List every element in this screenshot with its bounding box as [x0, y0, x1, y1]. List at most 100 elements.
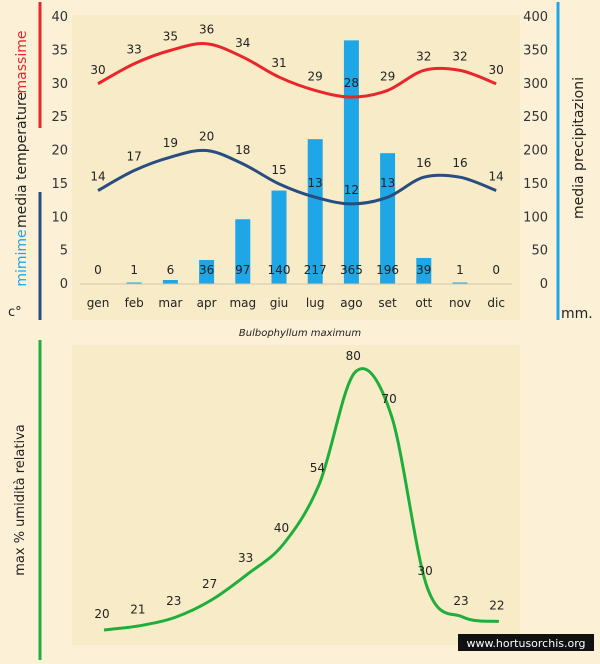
month-axis-labels: gen feb mar apr mag giu lug ago set ott nov dic	[87, 296, 505, 310]
right-tick-label: 300	[523, 77, 548, 92]
precipitation-bar	[343, 40, 359, 284]
left-tick-label: 0	[60, 277, 68, 292]
max-temp-label: 31	[271, 56, 286, 70]
precipitation-bar	[126, 282, 142, 284]
right-tick-label: 400	[523, 10, 548, 25]
bottom-plot-area	[72, 345, 520, 645]
humidity-label: 27	[202, 577, 217, 591]
humidity-label: 54	[310, 461, 325, 475]
right-tick-label: 350	[523, 43, 548, 58]
watermark-box	[458, 634, 594, 651]
humidity-line-path	[103, 367, 500, 632]
month-label: ott	[415, 296, 432, 310]
left-axis-unit: c°	[8, 305, 22, 320]
left-axis-label-max: massime	[14, 31, 30, 94]
right-tick-label: 250	[523, 110, 548, 125]
precipitation-label: 217	[304, 263, 327, 277]
month-label: mag	[229, 296, 256, 310]
min-temp-label: 14	[489, 170, 504, 184]
humidity-data-labels: 20 21 23 27 33 40 54 80 70 30 23 22	[94, 349, 504, 621]
humidity-label: 30	[417, 564, 432, 578]
min-temperature-line	[97, 148, 497, 206]
max-temp-label: 32	[452, 49, 467, 63]
precipitation-bar	[416, 257, 432, 284]
precipitation-label: 36	[199, 263, 214, 277]
month-label: nov	[449, 296, 471, 310]
max-temp-label: 32	[416, 49, 431, 63]
precipitation-bar	[199, 259, 215, 284]
watermark-text: www.hortusorchis.org	[466, 637, 585, 650]
max-temp-label: 33	[127, 43, 142, 57]
left-tick-label: 35	[51, 43, 68, 58]
precipitation-label: 97	[235, 263, 250, 277]
right-tick-label: 150	[523, 177, 548, 192]
left-tick-label: 40	[51, 10, 68, 25]
month-label: set	[378, 296, 397, 310]
min-temp-label: 14	[90, 170, 105, 184]
humidity-label: 20	[94, 607, 109, 621]
precipitation-label: 1	[130, 263, 138, 277]
precipitation-bar	[235, 219, 251, 284]
precipitation-bar	[452, 282, 468, 284]
humidity-label: 23	[453, 594, 468, 608]
max-temp-label: 34	[235, 36, 250, 50]
min-temp-label: 12	[344, 183, 359, 197]
precipitation-label: 365	[340, 263, 363, 277]
left-tick-label: 20	[51, 144, 68, 159]
precipitation-bar	[380, 153, 396, 284]
humidity-label: 70	[382, 392, 397, 406]
max-temp-label: 30	[90, 63, 105, 77]
precipitation-bar	[162, 279, 178, 284]
humidity-label: 23	[166, 594, 181, 608]
precipitation-label: 1	[456, 263, 464, 277]
right-axis-ticks: 0 50 100 150 200 250 300 350 400	[523, 10, 548, 292]
right-tick-label: 50	[531, 244, 548, 259]
left-tick-label: 25	[51, 110, 68, 125]
precipitation-bars	[126, 40, 468, 284]
min-temp-label: 13	[308, 176, 323, 190]
left-tick-label: 15	[51, 177, 68, 192]
max-temp-label: 35	[163, 29, 178, 43]
right-axis-unit: mm.	[561, 306, 593, 322]
max-temp-label: 28	[344, 76, 359, 90]
right-tick-label: 100	[523, 210, 548, 225]
humidity-label: 80	[346, 349, 361, 363]
month-label: ago	[340, 296, 362, 310]
month-label: lug	[306, 296, 325, 310]
max-temp-label: 30	[489, 63, 504, 77]
min-temp-label: 16	[416, 156, 431, 170]
humidity-line	[103, 367, 500, 632]
humidity-axis-label: max % umidità relativa	[13, 424, 28, 576]
min-temp-label: 17	[127, 150, 142, 164]
min-temp-label: 15	[271, 163, 286, 177]
precipitation-label: 140	[268, 263, 291, 277]
precipitation-label: 39	[416, 263, 431, 277]
month-label: gen	[87, 296, 110, 310]
max-temp-label: 36	[199, 23, 214, 37]
min-temp-label: 13	[380, 176, 395, 190]
left-axis-label-min: mimime	[14, 229, 30, 286]
right-tick-label: 0	[540, 277, 548, 292]
temperature-lines	[97, 42, 497, 206]
right-axis-label: media precipitazioni	[571, 77, 587, 219]
left-axis-label-mid: media temperature	[14, 92, 30, 228]
max-temp-label: 29	[308, 69, 323, 83]
month-label: dic	[487, 296, 505, 310]
min-temp-label: 16	[452, 156, 467, 170]
min-temp-label: 19	[163, 136, 178, 150]
precipitation-bar	[307, 139, 323, 284]
left-tick-label: 10	[51, 210, 68, 225]
right-tick-label: 200	[523, 144, 548, 159]
left-tick-label: 5	[60, 244, 68, 259]
humidity-label: 40	[274, 521, 289, 535]
precipitation-bar	[271, 190, 287, 284]
max-temp-label: 29	[380, 69, 395, 83]
left-axis-ticks: 0 5 10 15 20 25 30 35 40	[51, 10, 68, 292]
month-label: giu	[270, 296, 289, 310]
precipitation-label: 0	[492, 263, 500, 277]
min-temp-label: 18	[235, 143, 250, 157]
month-label: feb	[125, 296, 144, 310]
humidity-label: 22	[489, 598, 504, 612]
humidity-label: 21	[130, 603, 145, 617]
